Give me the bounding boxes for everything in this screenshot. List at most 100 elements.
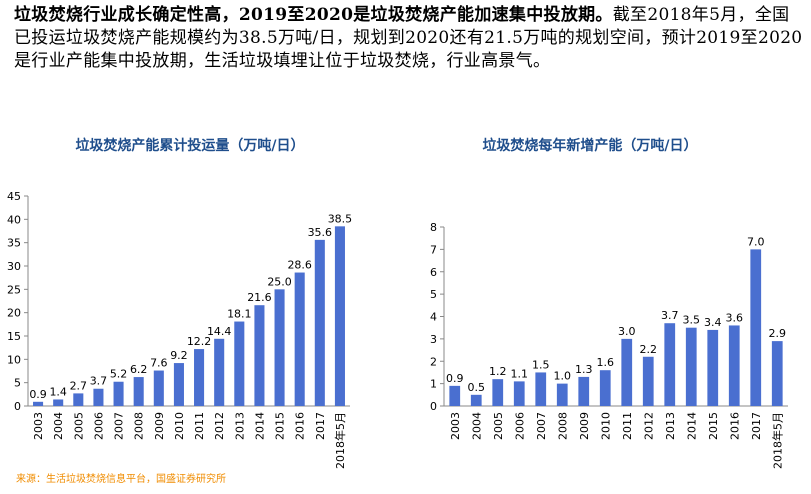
- cumulative-y-tick-label: 35: [7, 237, 21, 250]
- cumulative-bar: [93, 388, 104, 406]
- cumulative-x-tick-label: 2007: [113, 412, 126, 440]
- annual-bar-value-label: 1.1: [511, 367, 529, 380]
- annual-bar: [578, 376, 590, 406]
- annual-x-tick-label: 2014: [685, 412, 698, 440]
- annual-y-tick-label: 6: [430, 266, 437, 279]
- cumulative-y-tick-label: 45: [7, 190, 21, 203]
- annual-bar: [685, 327, 697, 406]
- annual-bar: [728, 325, 740, 406]
- annual-x-tick-label: 2007: [535, 412, 548, 440]
- annual-bar-value-label: 2.9: [769, 327, 787, 340]
- cumulative-y-tick-label: 30: [7, 260, 21, 273]
- annual-x-tick-label: 2003: [449, 412, 462, 440]
- cumulative-bar: [334, 226, 345, 406]
- annual-bar: [492, 379, 504, 406]
- cumulative-x-tick-label: 2006: [92, 412, 105, 440]
- annual-bar-value-label: 7.0: [747, 235, 765, 248]
- source-note: 来源：生活垃圾焚烧信息平台，国盛证券研究所: [16, 474, 226, 485]
- cumulative-x-tick-label: 2013: [233, 412, 246, 440]
- annual-y-tick-label: 5: [430, 288, 437, 301]
- annual-y-tick-label: 0: [430, 400, 437, 413]
- annual-bar-value-label: 1.5: [532, 358, 550, 371]
- annual-bar: [707, 329, 719, 406]
- cumulative-bar: [113, 381, 124, 406]
- cumulative-bar-value-label: 0.9: [29, 388, 47, 401]
- cumulative-bar: [234, 321, 245, 406]
- annual-bar-value-label: 1.3: [575, 363, 593, 376]
- annual-x-tick-label: 2013: [664, 412, 677, 440]
- annual-bar: [750, 249, 762, 406]
- annual-x-tick-label: 2008: [556, 412, 569, 440]
- annual-bar: [771, 341, 783, 406]
- cumulative-x-tick-label: 2011: [193, 412, 206, 440]
- cumulative-y-tick-label: 0: [14, 400, 21, 413]
- annual-x-tick-label: 2015: [707, 412, 720, 440]
- cumulative-bar: [194, 349, 205, 406]
- cumulative-bar-value-label: 18.1: [227, 308, 252, 321]
- cumulative-y-tick-label: 15: [7, 330, 21, 343]
- cumulative-x-tick-label: 2017: [314, 412, 327, 440]
- annual-bar: [664, 323, 676, 406]
- cumulative-x-tick-label: 2015: [274, 412, 287, 440]
- annual-x-tick-label: 2011: [621, 412, 634, 440]
- cumulative-y-tick-label: 5: [14, 377, 21, 390]
- cumulative-bar: [33, 401, 44, 406]
- cumulative-bar: [173, 363, 184, 406]
- cumulative-bar: [254, 305, 265, 406]
- annual-bar-value-label: 3.4: [704, 316, 722, 329]
- annual-bar-value-label: 3.0: [618, 325, 636, 338]
- cumulative-bar-value-label: 5.2: [110, 368, 128, 381]
- annual-bar-value-label: 1.6: [597, 356, 615, 369]
- annual-x-tick-label: 2005: [492, 412, 505, 440]
- annual-y-tick-label: 8: [430, 221, 437, 234]
- annual-x-tick-label: 2004: [470, 412, 483, 440]
- chart-title-annual: 垃圾焚烧每年新增产能（万吨/日）: [482, 138, 698, 154]
- cumulative-bar-value-label: 38.5: [328, 212, 353, 225]
- annual-x-tick-label: 2018年5月: [770, 412, 784, 469]
- annual-bar-value-label: 0.5: [468, 381, 486, 394]
- intro-paragraph: 垃圾焚烧行业成长确定性高，2019至2020是垃圾焚烧产能加速集中投放期。截至2…: [14, 4, 804, 73]
- annual-bar: [470, 394, 482, 406]
- cumulative-bar-value-label: 35.6: [308, 226, 333, 239]
- annual-y-tick-label: 1: [430, 378, 437, 391]
- cumulative-bar: [214, 338, 225, 406]
- annual-bar: [513, 381, 525, 406]
- cumulative-x-tick-label: 2009: [153, 412, 166, 440]
- intro-body: 截至2018年5月，全国已投运垃圾焚烧产能规模约为38.5万吨/日，规划到202…: [14, 5, 803, 71]
- cumulative-bar: [294, 272, 305, 406]
- cumulative-bar-value-label: 3.7: [90, 375, 108, 388]
- annual-bar: [449, 385, 461, 406]
- cumulative-y-tick-label: 10: [7, 353, 21, 366]
- annual-x-tick-label: 2009: [578, 412, 591, 440]
- annual-x-tick-label: 2012: [642, 412, 655, 440]
- cumulative-x-tick-label: 2005: [72, 412, 85, 440]
- cumulative-bar-value-label: 14.4: [207, 325, 232, 338]
- cumulative-bar-value-label: 6.2: [130, 363, 148, 376]
- annual-bar-value-label: 3.7: [661, 309, 679, 322]
- annual-y-tick-label: 7: [430, 243, 437, 256]
- annual-bar: [535, 372, 547, 406]
- cumulative-bar-value-label: 28.6: [287, 259, 312, 272]
- cumulative-bar-value-label: 7.6: [150, 357, 168, 370]
- annual-bar-value-label: 3.6: [726, 311, 744, 324]
- cumulative-bar: [274, 289, 285, 406]
- annual-x-tick-label: 2010: [599, 412, 612, 440]
- cumulative-x-tick-label: 2003: [32, 412, 45, 440]
- cumulative-bar-value-label: 12.2: [187, 335, 212, 348]
- cumulative-x-tick-label: 2016: [294, 412, 307, 440]
- annual-bar-value-label: 1.0: [554, 370, 572, 383]
- cumulative-bar: [153, 370, 164, 406]
- annual-bar-value-label: 0.9: [446, 372, 464, 385]
- cumulative-y-tick-label: 20: [7, 307, 21, 320]
- cumulative-bar: [133, 377, 144, 406]
- cumulative-bar-value-label: 2.7: [70, 379, 88, 392]
- annual-bar-value-label: 3.5: [683, 314, 701, 327]
- cumulative-bar-value-label: 9.2: [170, 349, 188, 362]
- annual-x-tick-label: 2006: [513, 412, 526, 440]
- annual-bar: [621, 338, 633, 406]
- cumulative-x-tick-label: 2010: [173, 412, 186, 440]
- cumulative-x-tick-label: 2012: [213, 412, 226, 440]
- cumulative-bar-value-label: 21.6: [247, 291, 272, 304]
